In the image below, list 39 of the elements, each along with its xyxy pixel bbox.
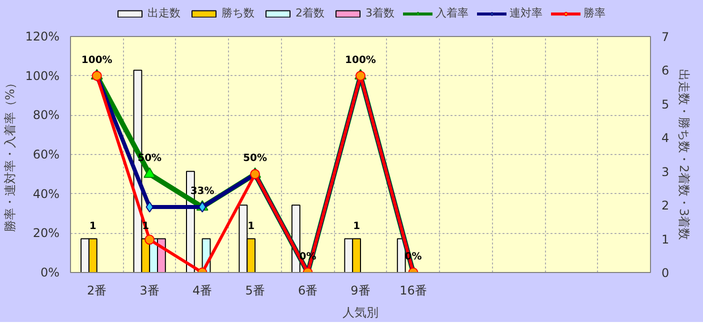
y-tick-label: 80% xyxy=(32,108,60,122)
x-tick-label: 2番 xyxy=(87,284,107,298)
y2-tick-label: 3 xyxy=(662,164,670,179)
x-tick-label: 4番 xyxy=(192,284,212,298)
y2-axis-title: 出走数・勝ち数・2着数・3着数 xyxy=(677,68,692,240)
x-tick-label: 5番 xyxy=(245,284,265,298)
point xyxy=(144,167,156,178)
y2-tick-label: 5 xyxy=(662,97,670,112)
y-tick-label: 0% xyxy=(40,266,60,280)
y2-tick-label: 7 xyxy=(662,30,670,44)
legend-label: 3着数 xyxy=(366,6,394,20)
legend-label: 出走数 xyxy=(148,6,180,20)
x-tick-label: 3番 xyxy=(140,284,160,298)
data-label: 100% xyxy=(345,54,376,66)
data-label: 100% xyxy=(81,54,112,66)
y2-tick-label: 4 xyxy=(662,131,670,146)
x-tick-label: 6番 xyxy=(298,284,318,298)
y2-tick-label: 2 xyxy=(662,198,670,213)
y-tick-label: 60% xyxy=(32,148,60,162)
y-tick-label: 100% xyxy=(25,68,60,83)
x-axis-title: 人気別 xyxy=(342,306,378,320)
y-tick-label: 40% xyxy=(32,186,60,201)
legend-label: 2着数 xyxy=(296,6,324,20)
legend-label: 勝ち数 xyxy=(222,6,254,20)
y-axis-title: 勝率・連対率・入着率（%） xyxy=(3,76,18,232)
y-tick-label: 120% xyxy=(25,30,60,44)
y2-tick-label: 6 xyxy=(662,64,670,78)
legend-label: 連対率 xyxy=(510,6,542,20)
y2-tick-label: 0 xyxy=(662,266,670,280)
data-label: 1 xyxy=(89,220,96,232)
data-label: 1 xyxy=(248,220,255,232)
data-label: 1 xyxy=(353,220,360,232)
legend-label: 勝率 xyxy=(584,6,606,20)
y2-tick-label: 1 xyxy=(662,232,670,246)
x-tick-label: 9番 xyxy=(350,284,370,298)
data-label: 50% xyxy=(243,153,268,164)
x-tick-label: 16番 xyxy=(400,284,427,298)
legend-label: 入着率 xyxy=(436,6,468,20)
y-tick-label: 20% xyxy=(32,226,60,240)
